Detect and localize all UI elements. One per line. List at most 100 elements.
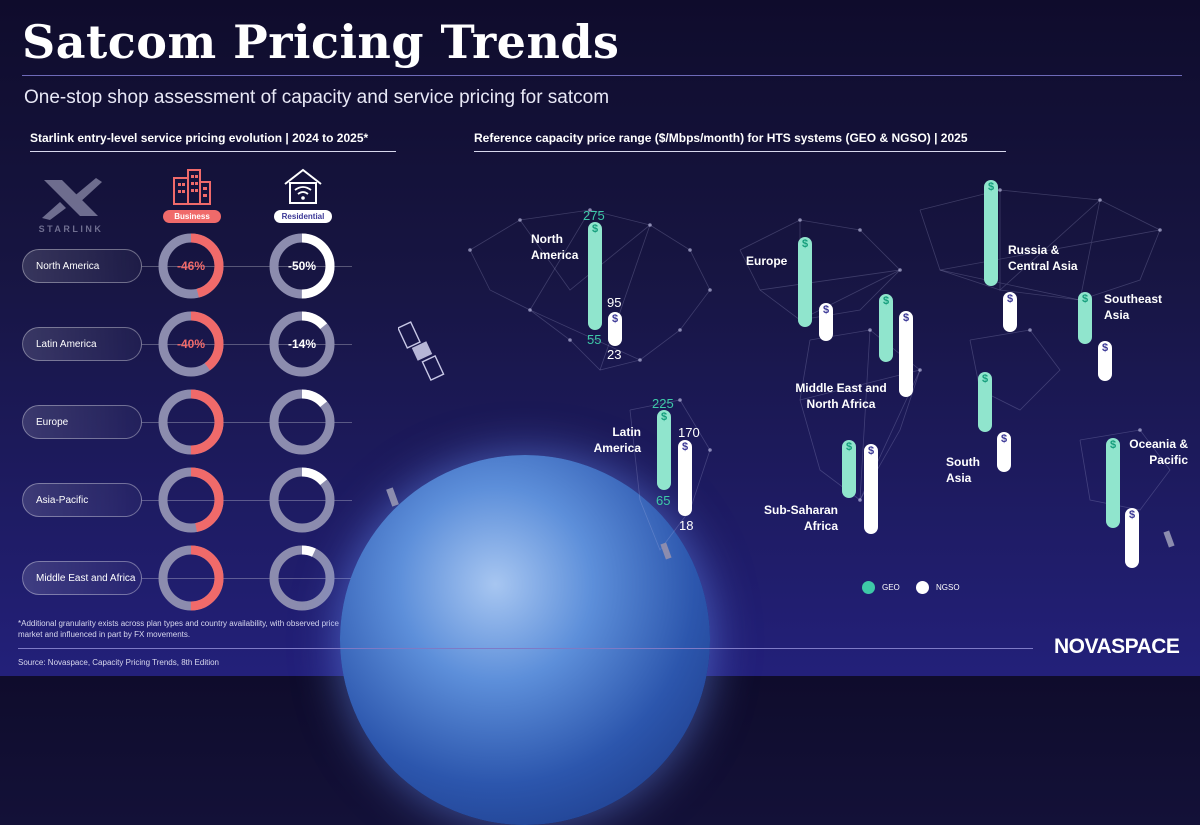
donut-business-asia-pacific (158, 467, 224, 533)
donut-residential-north-america: -50% (269, 233, 335, 299)
donut-arc-business (158, 311, 224, 377)
map-label-mena: Middle East and North Africa (795, 381, 887, 411)
donut-arc-residential (269, 545, 335, 611)
dollar-icon: $ (845, 441, 853, 453)
donut-business-middle-east-africa (158, 545, 224, 611)
dollar-icon: $ (867, 445, 875, 457)
title-divider (22, 75, 1182, 76)
capacity-section-title: Reference capacity price range ($/Mbps/m… (474, 131, 968, 145)
map-label-sub-saharan-africa: Sub-Saharan Africa (763, 503, 838, 533)
dollar-icon: $ (987, 181, 995, 193)
legend-ngso-swatch (916, 581, 929, 594)
range-bar-ngso-europe: $ (819, 303, 833, 341)
range-bar-ngso-sub-saharan-africa: $ (864, 444, 878, 534)
map-label-latin-america: Latin America (593, 425, 641, 455)
map-label-north-america: North America (531, 232, 579, 262)
region-label-europe: Europe (22, 405, 142, 439)
region-label-north-america: North America (22, 249, 142, 283)
page-title: Satcom Pricing Trends (22, 15, 620, 69)
capacity-section-divider (474, 151, 1006, 152)
donut-arc-residential (269, 233, 335, 299)
residential-house-wifi-icon (284, 168, 322, 204)
row-divider (142, 266, 352, 267)
footnote: *Additional granularity exists across pl… (18, 619, 410, 639)
map-label-russia-central-asia: Russia & Central Asia (1008, 243, 1078, 273)
business-building-icon (173, 169, 211, 205)
dollar-icon: $ (660, 411, 668, 423)
value-label-na-ngso-min: 23 (607, 347, 622, 362)
range-bar-geo-north-america: $ (588, 222, 602, 330)
donut-arc-residential (269, 467, 335, 533)
dollar-icon: $ (1128, 509, 1136, 521)
value-label-na-geo-max: 275 (583, 208, 605, 223)
legend-geo-swatch (862, 581, 875, 594)
donut-residential-middle-east-africa (269, 545, 335, 611)
row-divider (142, 500, 352, 501)
row-divider (142, 422, 352, 423)
donut-business-north-america: -46% (158, 233, 224, 299)
range-bar-geo-latin-america: $ (657, 410, 671, 490)
range-bar-ngso-mena: $ (899, 311, 913, 397)
range-bar-ngso-oceania-pacific: $ (1125, 508, 1139, 568)
dollar-icon: $ (822, 304, 830, 316)
region-label-middle-east-africa: Middle East and Africa (22, 561, 142, 595)
row-divider (142, 344, 352, 345)
donut-arc-business (158, 545, 224, 611)
debris-icon (386, 487, 399, 507)
dollar-icon: $ (591, 223, 599, 235)
satellite-icon (398, 321, 445, 381)
donut-arc-business (158, 389, 224, 455)
map-label-south-asia: South Asia (946, 455, 980, 485)
dollar-icon: $ (681, 441, 689, 453)
donut-business-europe (158, 389, 224, 455)
donut-residential-europe (269, 389, 335, 455)
value-label-la-geo-max: 225 (652, 396, 674, 411)
range-bar-geo-mena: $ (879, 294, 893, 362)
value-label-na-ngso-max: 95 (607, 295, 622, 310)
region-label-latin-america: Latin America (22, 327, 142, 361)
donut-arc-business (158, 467, 224, 533)
range-bar-ngso-russia-central-asia: $ (1003, 292, 1017, 332)
donut-arc-business (158, 233, 224, 299)
world-network-map (468, 188, 1171, 551)
value-label-la-ngso-max: 170 (678, 425, 700, 440)
range-bar-ngso-north-america: $ (608, 312, 622, 346)
source-note: Source: Novaspace, Capacity Pricing Tren… (18, 658, 219, 667)
legend-ngso-label: NGSO (936, 583, 960, 592)
region-label-asia-pacific: Asia-Pacific (22, 483, 142, 517)
range-bar-geo-southeast-asia: $ (1078, 292, 1092, 344)
donut-residential-latin-america: -14% (269, 311, 335, 377)
donut-arc-residential (269, 389, 335, 455)
dollar-icon: $ (1101, 342, 1109, 354)
footer-divider (18, 648, 1033, 649)
donut-label: -46% (177, 259, 205, 273)
range-bar-ngso-south-asia: $ (997, 432, 1011, 472)
range-bar-ngso-latin-america: $ (678, 440, 692, 516)
row-divider (142, 578, 352, 579)
donut-business-latin-america: -40% (158, 311, 224, 377)
starlink-logo: STARLINK (39, 178, 104, 234)
starlink-section-title: Starlink entry-level service pricing evo… (30, 131, 369, 145)
dollar-icon: $ (902, 312, 910, 324)
novaspace-logo: NOVASPACE (1054, 635, 1180, 658)
range-bar-ngso-southeast-asia: $ (1098, 341, 1112, 381)
map-label-europe: Europe (746, 254, 788, 268)
starlink-logo-text: STARLINK (39, 224, 104, 234)
dollar-icon: $ (1006, 293, 1014, 305)
value-label-na-geo-min: 55 (587, 332, 602, 347)
dollar-icon: $ (882, 295, 890, 307)
value-label-la-ngso-min: 18 (679, 518, 694, 533)
range-bar-geo-russia-central-asia: $ (984, 180, 998, 286)
map-label-southeast-asia: Southeast Asia (1104, 292, 1163, 322)
dollar-icon: $ (981, 373, 989, 385)
range-bar-geo-europe: $ (798, 237, 812, 327)
value-label-la-geo-min: 65 (656, 493, 671, 508)
dollar-icon: $ (1109, 439, 1117, 451)
donut-label: -50% (288, 259, 316, 273)
map-label-oceania-pacific: Oceania & Pacific (1129, 437, 1188, 467)
donut-residential-asia-pacific (269, 467, 335, 533)
donut-arc-residential (269, 311, 335, 377)
donut-track (269, 545, 335, 611)
page-subtitle: One-stop shop assessment of capacity and… (24, 87, 610, 108)
donut-label: -14% (288, 337, 316, 351)
